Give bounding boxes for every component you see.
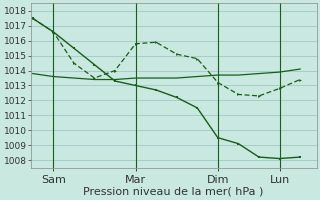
X-axis label: Pression niveau de la mer( hPa ): Pression niveau de la mer( hPa ) bbox=[84, 187, 264, 197]
